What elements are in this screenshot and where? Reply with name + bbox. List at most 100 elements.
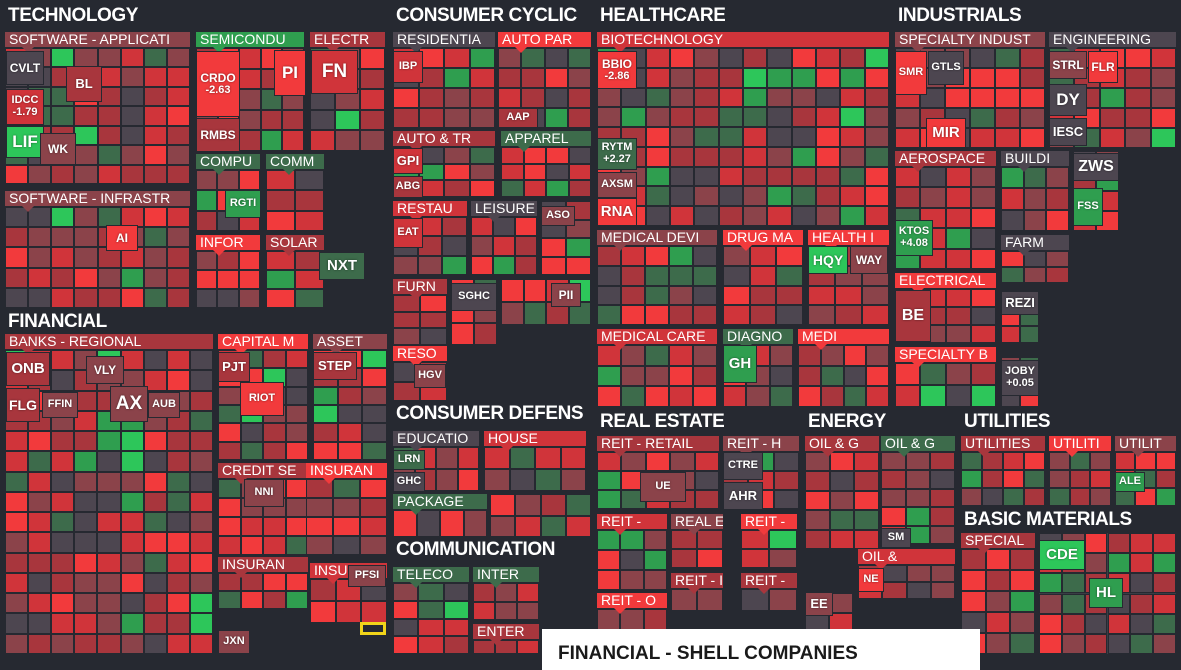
stock-tile[interactable] xyxy=(443,600,469,619)
stock-tile[interactable] xyxy=(166,431,190,452)
stock-tile[interactable] xyxy=(515,255,537,275)
stock-tile[interactable] xyxy=(420,311,447,329)
stock-tile[interactable] xyxy=(469,88,495,108)
stock-tile[interactable] xyxy=(51,207,75,228)
stock-tile[interactable] xyxy=(143,471,167,492)
stock-tile[interactable] xyxy=(723,285,750,306)
industry-auto-par[interactable]: AUTO PAR xyxy=(497,31,592,129)
stock-tile[interactable] xyxy=(239,48,261,69)
stock-tile[interactable] xyxy=(544,68,568,88)
stock-tile[interactable] xyxy=(895,363,921,385)
stock-tile-rytm[interactable]: RYTM +2.27 xyxy=(597,138,637,170)
stock-tile[interactable] xyxy=(645,246,669,266)
stock-tile[interactable] xyxy=(143,572,167,594)
stock-tile[interactable] xyxy=(694,490,719,509)
stock-tile[interactable] xyxy=(565,494,591,516)
stock-tile[interactable] xyxy=(820,386,844,407)
stock-tile[interactable] xyxy=(337,441,363,460)
stock-tile[interactable] xyxy=(74,125,98,146)
stock-tile[interactable] xyxy=(773,471,799,490)
stock-tile[interactable] xyxy=(473,640,495,654)
stock-tile[interactable] xyxy=(335,109,360,131)
stock-tile[interactable] xyxy=(97,572,121,594)
stock-tile[interactable] xyxy=(120,512,144,533)
industry-header[interactable]: AEROSPACE xyxy=(895,151,996,166)
stock-tile[interactable] xyxy=(120,572,144,594)
stock-tile[interactable] xyxy=(143,267,167,288)
industry-solar[interactable]: SOLAR xyxy=(265,234,325,309)
stock-tile[interactable] xyxy=(1150,48,1176,68)
stock-tile[interactable] xyxy=(970,248,996,269)
stock-tile[interactable] xyxy=(854,510,879,530)
stock-tile[interactable] xyxy=(866,365,889,387)
stock-tile[interactable] xyxy=(285,405,308,424)
stock-tile[interactable] xyxy=(418,108,444,128)
stock-tile[interactable] xyxy=(74,48,98,68)
stock-tile[interactable] xyxy=(28,593,52,614)
stock-tile[interactable] xyxy=(840,107,865,128)
stock-tile-pfsi[interactable]: PFSI xyxy=(348,565,386,587)
stock-tile[interactable] xyxy=(743,146,768,167)
industry-header[interactable]: SPECIALTY B xyxy=(895,347,996,362)
stock-tile[interactable] xyxy=(1001,267,1024,283)
industry-header[interactable]: HEALTH I xyxy=(808,230,889,245)
industry-header[interactable]: EDUCATIO xyxy=(393,431,479,446)
stock-tile[interactable] xyxy=(535,469,561,491)
stock-tile[interactable] xyxy=(74,532,98,553)
stock-tile[interactable] xyxy=(471,255,493,275)
stock-tile[interactable] xyxy=(501,180,524,197)
stock-tile[interactable] xyxy=(28,512,52,533)
stock-tile[interactable] xyxy=(1003,452,1024,470)
stock-tile[interactable] xyxy=(416,510,440,537)
stock-tile[interactable] xyxy=(816,146,841,167)
stock-tile[interactable] xyxy=(961,488,982,506)
stock-tile[interactable] xyxy=(816,166,841,187)
stock-tile[interactable] xyxy=(189,451,213,472)
stock-tile-crdo[interactable]: CRDO -2.63 xyxy=(196,51,240,117)
stock-tile[interactable] xyxy=(767,107,792,128)
industry-reit[interactable]: REIT - xyxy=(740,572,798,612)
stock-tile[interactable] xyxy=(930,507,955,526)
stock-tile[interactable] xyxy=(444,68,470,88)
stock-tile-onb[interactable]: ONB xyxy=(6,352,50,386)
stock-tile[interactable] xyxy=(597,471,622,490)
industry-header[interactable]: COMPU xyxy=(196,154,260,169)
stock-tile[interactable] xyxy=(120,48,144,68)
stock-tile[interactable] xyxy=(862,305,889,325)
stock-tile[interactable] xyxy=(523,163,546,181)
stock-tile[interactable] xyxy=(741,589,769,611)
stock-tile[interactable] xyxy=(333,517,360,536)
stock-tile[interactable] xyxy=(313,441,338,460)
stock-tile[interactable] xyxy=(238,289,260,308)
stock-tile[interactable] xyxy=(1020,48,1045,68)
stock-tile[interactable] xyxy=(5,164,29,184)
stock-tile[interactable] xyxy=(143,247,167,268)
stock-tile[interactable] xyxy=(767,206,792,226)
stock-tile-abg[interactable]: ABG xyxy=(393,176,423,198)
industry-infor[interactable]: INFOR xyxy=(195,234,261,309)
stock-tile[interactable] xyxy=(440,510,464,537)
stock-tile[interactable] xyxy=(143,552,167,573)
stock-tile[interactable] xyxy=(621,87,646,108)
stock-tile[interactable] xyxy=(566,256,591,275)
stock-tile[interactable] xyxy=(143,512,167,533)
stock-tile[interactable] xyxy=(285,368,308,387)
stock-tile[interactable] xyxy=(895,167,921,188)
stock-tile[interactable] xyxy=(143,106,167,126)
stock-tile[interactable] xyxy=(469,108,495,128)
stock-tile-aso[interactable]: ASO xyxy=(541,206,575,226)
stock-tile[interactable] xyxy=(1150,68,1176,88)
stock-tile[interactable] xyxy=(28,491,52,513)
stock-tile[interactable] xyxy=(306,517,333,536)
stock-tile[interactable] xyxy=(418,600,444,619)
stock-tile[interactable] xyxy=(670,146,695,167)
stock-tile[interactable] xyxy=(645,206,670,226)
stock-tile[interactable] xyxy=(120,287,144,308)
stock-tile[interactable] xyxy=(5,287,29,308)
stock-tile[interactable] xyxy=(854,471,879,491)
stock-tile[interactable] xyxy=(74,451,98,472)
stock-tile[interactable] xyxy=(645,305,669,325)
stock-tile[interactable] xyxy=(881,470,906,489)
stock-tile[interactable] xyxy=(240,517,263,536)
stock-tile[interactable] xyxy=(645,146,670,167)
